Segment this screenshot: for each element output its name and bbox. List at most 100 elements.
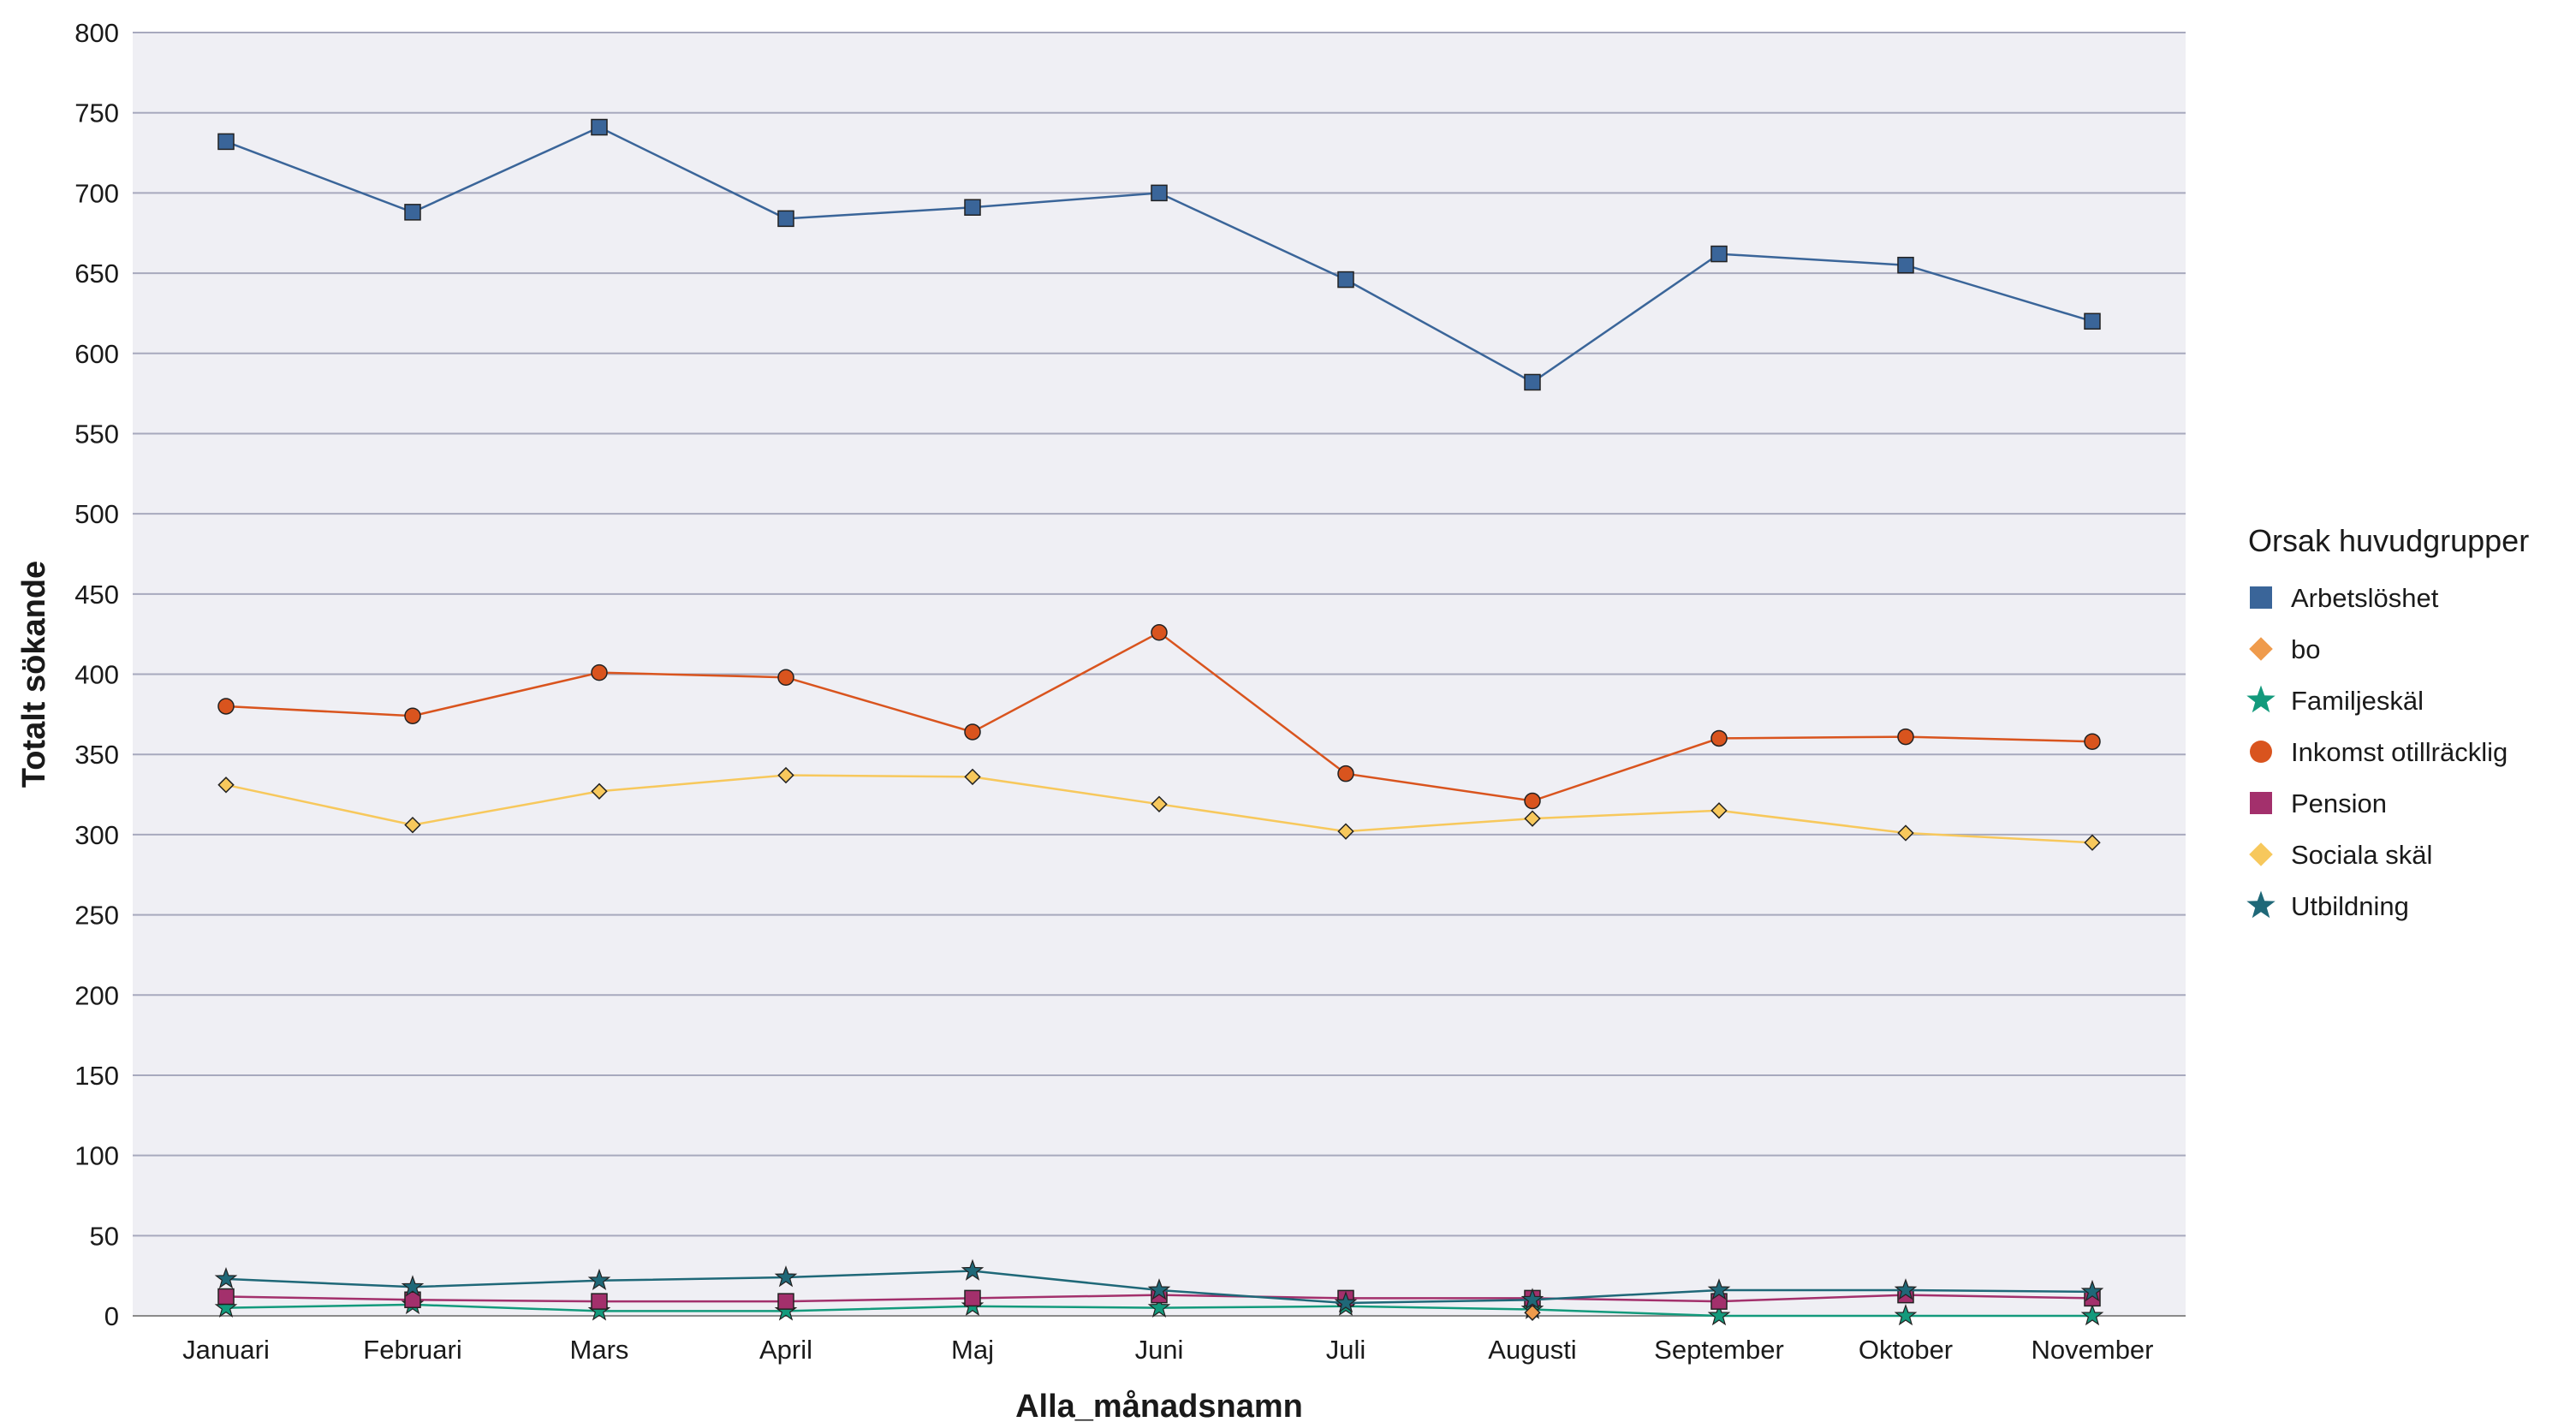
data-point (591, 663, 608, 681)
series-inkomst-otillr-cklig (217, 624, 2101, 810)
legend-title: Orsak huvudgrupper (2248, 523, 2529, 558)
legend-marker (2246, 890, 2276, 919)
y-tick-label: 150 (74, 1061, 119, 1091)
legend-item: Familjeskäl (2246, 685, 2424, 716)
data-point (964, 199, 981, 216)
y-tick-label: 800 (74, 18, 119, 48)
data-point (1151, 795, 1168, 812)
y-tick-label: 450 (74, 580, 119, 610)
x-tick-label: Februari (363, 1335, 461, 1365)
data-point (1710, 729, 1728, 747)
data-point (1520, 1288, 1544, 1310)
y-tick-label: 550 (74, 419, 119, 449)
y-tick-label: 650 (74, 259, 119, 289)
x-tick-label: April (759, 1335, 812, 1365)
y-tick-label: 750 (74, 98, 119, 128)
legend-marker (2249, 842, 2273, 866)
data-point (2084, 312, 2101, 330)
x-tick-label: Maj (951, 1335, 994, 1365)
data-point (1337, 765, 1354, 782)
data-point (1151, 624, 1168, 641)
y-tick-label: 50 (90, 1221, 119, 1251)
y-axis-ticks: 0 50 100 150 200 250 300 350 400 450 500 550 600 650 7… (74, 18, 119, 1331)
data-point (1710, 245, 1728, 263)
data-point (404, 816, 421, 834)
data-point (214, 1267, 238, 1289)
data-point (1897, 728, 1914, 746)
x-tick-label: Mars (570, 1335, 629, 1365)
data-point (777, 669, 794, 686)
legend-label: Pension (2291, 788, 2387, 818)
legend-marker (2250, 741, 2272, 763)
x-tick-label: Augusti (1488, 1335, 1576, 1365)
data-point (1524, 792, 1541, 810)
data-point (961, 1258, 985, 1281)
x-tick-label: November (2032, 1335, 2154, 1365)
legend-marker (2250, 792, 2272, 814)
x-axis-ticks: Januari Februari Mars April Maj Juni Juli Augus… (182, 1335, 2153, 1365)
data-point (2080, 1279, 2104, 1302)
series-layer (214, 118, 2104, 1326)
legend-label: Arbetslöshet (2291, 583, 2439, 613)
data-point (591, 782, 608, 800)
data-point (1707, 1304, 1731, 1326)
data-point (587, 1268, 611, 1291)
data-point (1524, 810, 1541, 827)
data-point (1337, 271, 1354, 289)
y-tick-label: 350 (74, 740, 119, 770)
y-tick-label: 500 (74, 499, 119, 529)
data-point (217, 698, 235, 715)
y-tick-label: 100 (74, 1141, 119, 1171)
x-tick-label: Juli (1326, 1335, 1366, 1365)
data-point (1894, 1278, 1918, 1300)
data-point (217, 133, 235, 151)
x-tick-label: Oktober (1859, 1335, 1953, 1365)
data-point (404, 707, 421, 724)
legend-item: bo (2249, 634, 2320, 664)
y-tick-label: 0 (104, 1301, 119, 1331)
data-point (1147, 1278, 1171, 1300)
data-point (774, 1265, 798, 1288)
series-arbetsl-shet (217, 118, 2101, 391)
y-tick-label: 200 (74, 980, 119, 1010)
data-point (2084, 834, 2101, 851)
legend-item: Utbildning (2246, 890, 2409, 921)
y-tick-label: 400 (74, 660, 119, 690)
x-tick-label: Juni (1135, 1335, 1184, 1365)
data-point (591, 1293, 608, 1310)
y-tick-label: 250 (74, 901, 119, 931)
y-tick-label: 300 (74, 820, 119, 850)
x-axis-title: Alla_månadsnamn (1015, 1389, 1303, 1425)
data-point (1897, 824, 1914, 842)
data-point (404, 1291, 421, 1309)
data-point (2080, 1304, 2104, 1326)
x-tick-label: September (1654, 1335, 1784, 1365)
data-point (777, 210, 794, 228)
legend-label: Familjeskäl (2291, 686, 2424, 716)
x-tick-label: Januari (182, 1335, 270, 1365)
data-point (964, 1289, 981, 1307)
legend-item: Inkomst otillräcklig (2250, 737, 2508, 767)
data-point (1151, 184, 1168, 202)
legend-marker (2250, 586, 2272, 609)
data-point (217, 776, 235, 794)
legend: Orsak huvudgrupper Arbetslöshet bo Familje… (2246, 523, 2529, 921)
data-point (1897, 256, 1914, 274)
y-tick-label: 600 (74, 339, 119, 369)
data-point (591, 118, 608, 136)
data-point (401, 1275, 425, 1297)
legend-marker (2246, 685, 2276, 713)
data-point (1710, 802, 1728, 819)
legend-item: Pension (2250, 788, 2387, 818)
legend-item: Arbetslöshet (2250, 583, 2439, 613)
y-tick-label: 700 (74, 178, 119, 208)
data-point (1707, 1278, 1731, 1300)
data-point (1147, 1295, 1171, 1318)
data-point (1337, 823, 1354, 840)
data-point (217, 1288, 235, 1306)
data-point (964, 723, 981, 741)
series-sociala-sk-l (217, 766, 2101, 851)
series-utbildning (214, 1258, 2104, 1313)
data-point (2084, 733, 2101, 750)
